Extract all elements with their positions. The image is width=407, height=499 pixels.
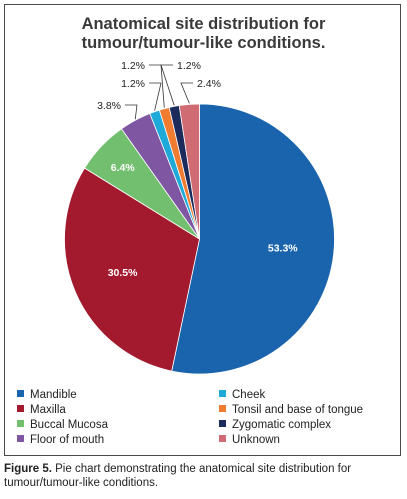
pie-label-cheek: 1.2% [121,78,145,90]
legend-label-tonsil: Tonsil and base of tongue [232,404,364,416]
legend-swatch-zygomatic [219,420,226,428]
legend-label-unknown: Unknown [232,434,280,446]
legend-item-floor-of-mouth: Floor of mouth [17,433,104,447]
pie-label-maxilla: 30.5% [108,267,138,279]
legend-item-cheek: Cheek [219,388,265,402]
pie-leader-zygomatic-complex [160,64,175,106]
legend-swatch-buccal-mucosa [17,420,24,428]
legend-item-mandible: Mandible [17,388,77,402]
pie-label-tonsil-and-base-of-tongue: 1.2% [121,60,145,72]
figure-caption: Figure 5. Pie chart demonstrating the an… [4,462,402,490]
chart-title-line-2: tumour/tumour-like conditions. [81,34,326,52]
chart-title-line-1: Anatomical site distribution for [81,15,326,33]
legend-swatch-cheek [219,390,226,398]
legend-item-maxilla: Maxilla [17,403,66,417]
pie-slice-unknown [178,103,200,240]
pie-label-floor-of-mouth: 3.8% [97,100,121,112]
legend-item-zygomatic: Zygomatic complex [219,418,331,432]
legend-item-unknown: Unknown [219,433,280,447]
legend-swatch-floor-of-mouth [17,435,24,443]
legend-label-maxilla: Maxilla [30,404,66,416]
legend-label-zygomatic: Zygomatic complex [232,419,332,431]
pie-label-buccal-mucosa: 6.4% [111,162,136,174]
legend-label-cheek: Cheek [232,389,266,401]
pie-leader-cheek [149,82,162,111]
pie-slice-mandible [171,103,335,375]
chart-title: Anatomical site distribution for tumour/… [5,15,402,53]
legend-swatch-maxilla [17,405,24,413]
pie-label-mandible: 53.3% [268,243,298,255]
legend-swatch-unknown [219,435,226,443]
pie-label-zygomatic-complex: 1.2% [177,60,201,72]
pie-leader-floor-of-mouth [125,104,138,120]
legend-item-buccal-mucosa: Buccal Mucosa [17,418,108,432]
caption-label: Figure 5. [4,463,52,475]
legend-label-floor-of-mouth: Floor of mouth [30,434,105,446]
legend-label-mandible: Mandible [30,389,77,401]
legend-item-tonsil: Tonsil and base of tongue [219,403,363,417]
pie-chart: 53.3%30.5%6.4%3.8%1.2%1.2% 1.2%2.4% [64,60,335,375]
figure-frame: Anatomical site distribution for tumour/… [4,4,401,456]
legend-swatch-tonsil [219,405,226,413]
pie-label-unknown: 2.4% [197,78,221,90]
legend-label-buccal-mucosa: Buccal Mucosa [30,419,108,431]
pie-slice-maxilla [64,167,200,372]
legend-swatch-mandible [17,390,24,398]
caption-text: Pie chart demonstrating the anatomical s… [4,463,352,489]
pie-leader-unknown [180,82,193,104]
